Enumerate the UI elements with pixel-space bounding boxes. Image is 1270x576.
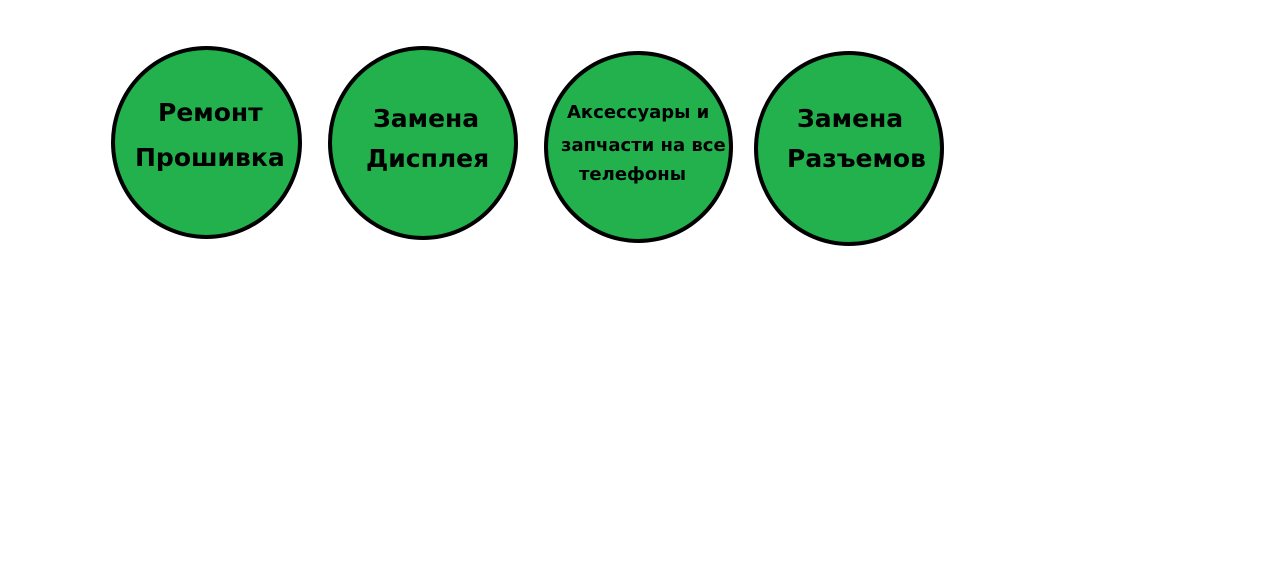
service-circle-repair-firmware[interactable] (111, 46, 302, 239)
service-circle-accessories-parts[interactable] (544, 51, 733, 243)
service-label-line: Аксессуары и (567, 102, 710, 123)
service-label-line: Ремонт (158, 98, 263, 127)
service-circle-connector-replacement[interactable] (754, 51, 944, 246)
service-label-line: Замена (373, 104, 480, 133)
service-label-line: Прошивка (135, 143, 285, 172)
service-circle-display-replacement[interactable] (328, 46, 518, 240)
service-label-line: запчасти на все (561, 135, 726, 156)
service-label-line: телефоны (579, 164, 686, 185)
service-label-line: Замена (797, 104, 904, 133)
service-label-line: Разъемов (787, 144, 926, 173)
service-label-line: Дисплея (366, 144, 490, 173)
